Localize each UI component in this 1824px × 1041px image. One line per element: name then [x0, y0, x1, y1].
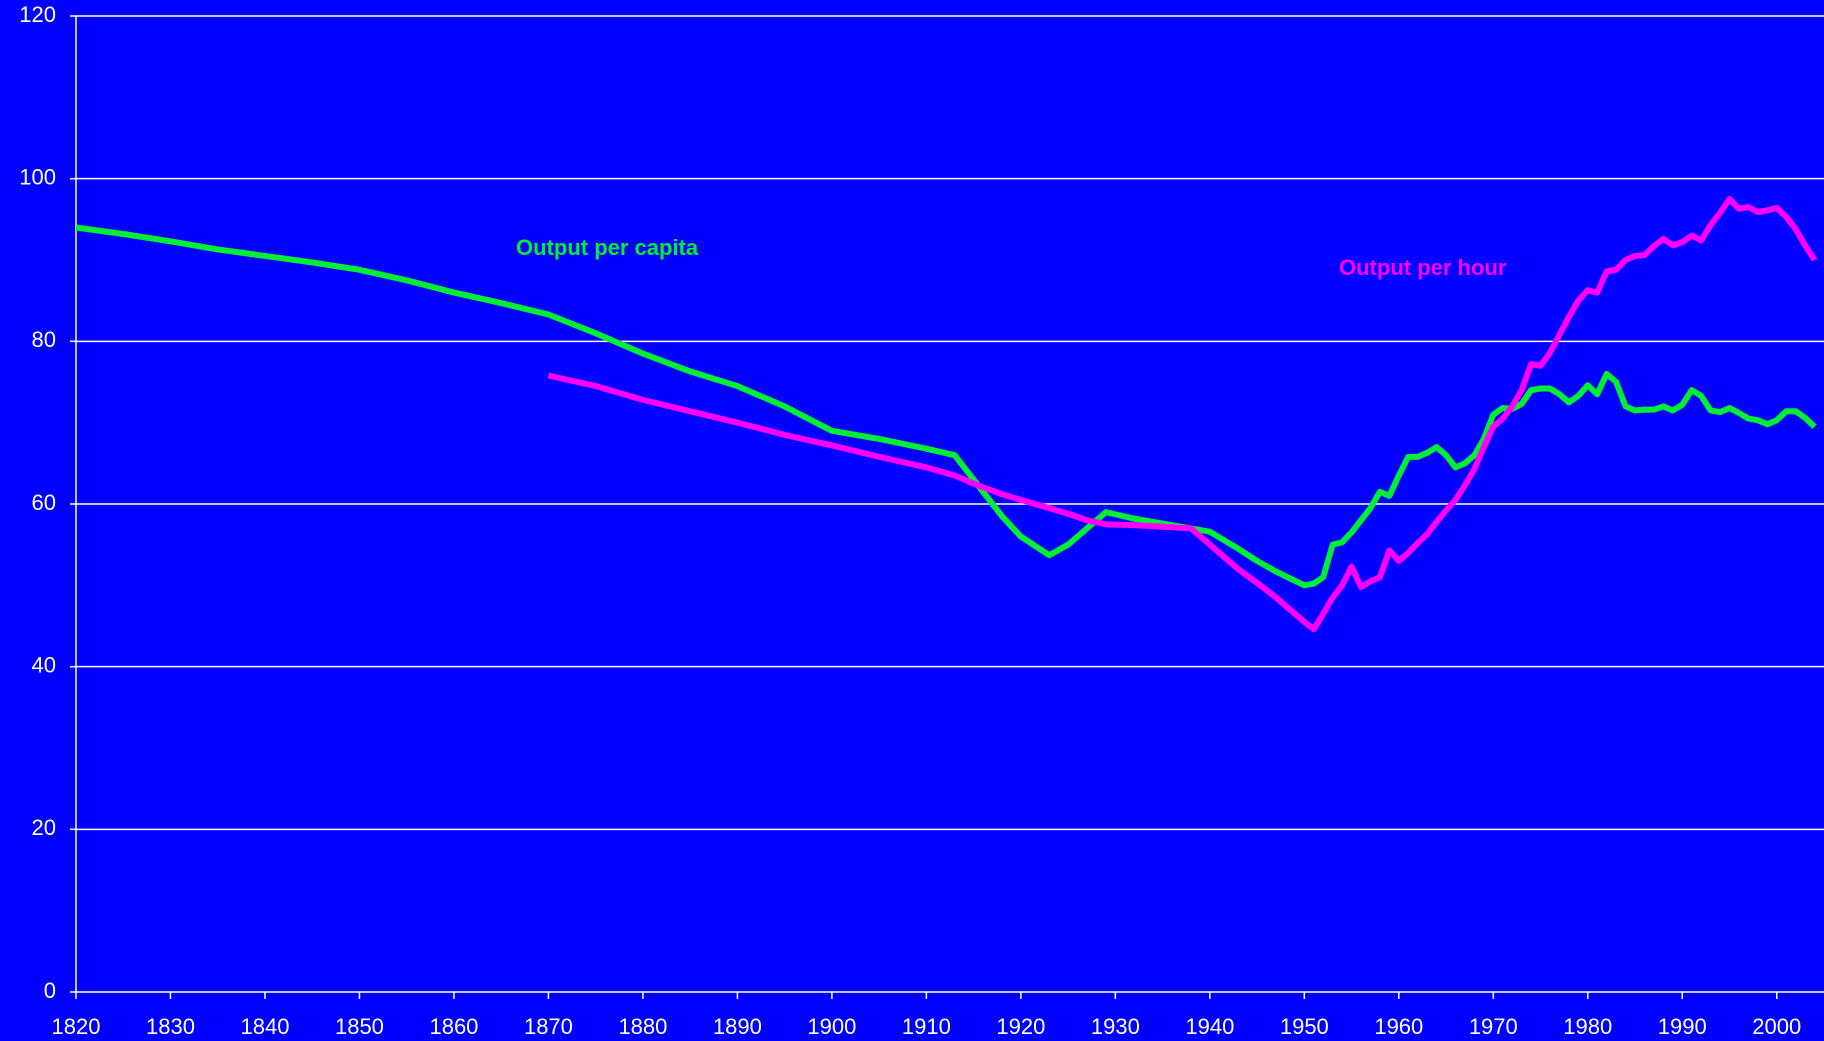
- x-tick-label: 2000: [1752, 1014, 1801, 1039]
- x-tick-label: 1970: [1469, 1014, 1518, 1039]
- x-tick-label: 1900: [807, 1014, 856, 1039]
- y-tick-label: 100: [19, 164, 56, 189]
- x-tick-label: 1840: [240, 1014, 289, 1039]
- y-tick-label: 120: [19, 2, 56, 27]
- x-tick-label: 1930: [1091, 1014, 1140, 1039]
- x-tick-label: 1950: [1280, 1014, 1329, 1039]
- x-tick-label: 1850: [335, 1014, 384, 1039]
- x-tick-label: 1960: [1374, 1014, 1423, 1039]
- x-tick-label: 1860: [429, 1014, 478, 1039]
- series-line: [75, 224, 1817, 589]
- x-tick-label: 1920: [996, 1014, 1045, 1039]
- x-tick-label: 1820: [52, 1014, 101, 1039]
- x-tick-label: 1910: [902, 1014, 951, 1039]
- series-line: [547, 196, 1818, 633]
- series-label: Output per capita: [516, 235, 699, 260]
- series-label: Output per hour: [1339, 255, 1507, 280]
- y-tick-label: 80: [32, 327, 56, 352]
- x-tick-label: 1980: [1563, 1014, 1612, 1039]
- x-tick-label: 1870: [524, 1014, 573, 1039]
- x-tick-label: 1890: [713, 1014, 762, 1039]
- y-tick-label: 60: [32, 490, 56, 515]
- x-tick-label: 1940: [1185, 1014, 1234, 1039]
- y-tick-label: 0: [44, 978, 56, 1003]
- y-tick-label: 20: [32, 815, 56, 840]
- x-tick-label: 1880: [618, 1014, 667, 1039]
- x-tick-label: 1830: [146, 1014, 195, 1039]
- x-tick-label: 1990: [1658, 1014, 1707, 1039]
- y-tick-label: 40: [32, 652, 56, 677]
